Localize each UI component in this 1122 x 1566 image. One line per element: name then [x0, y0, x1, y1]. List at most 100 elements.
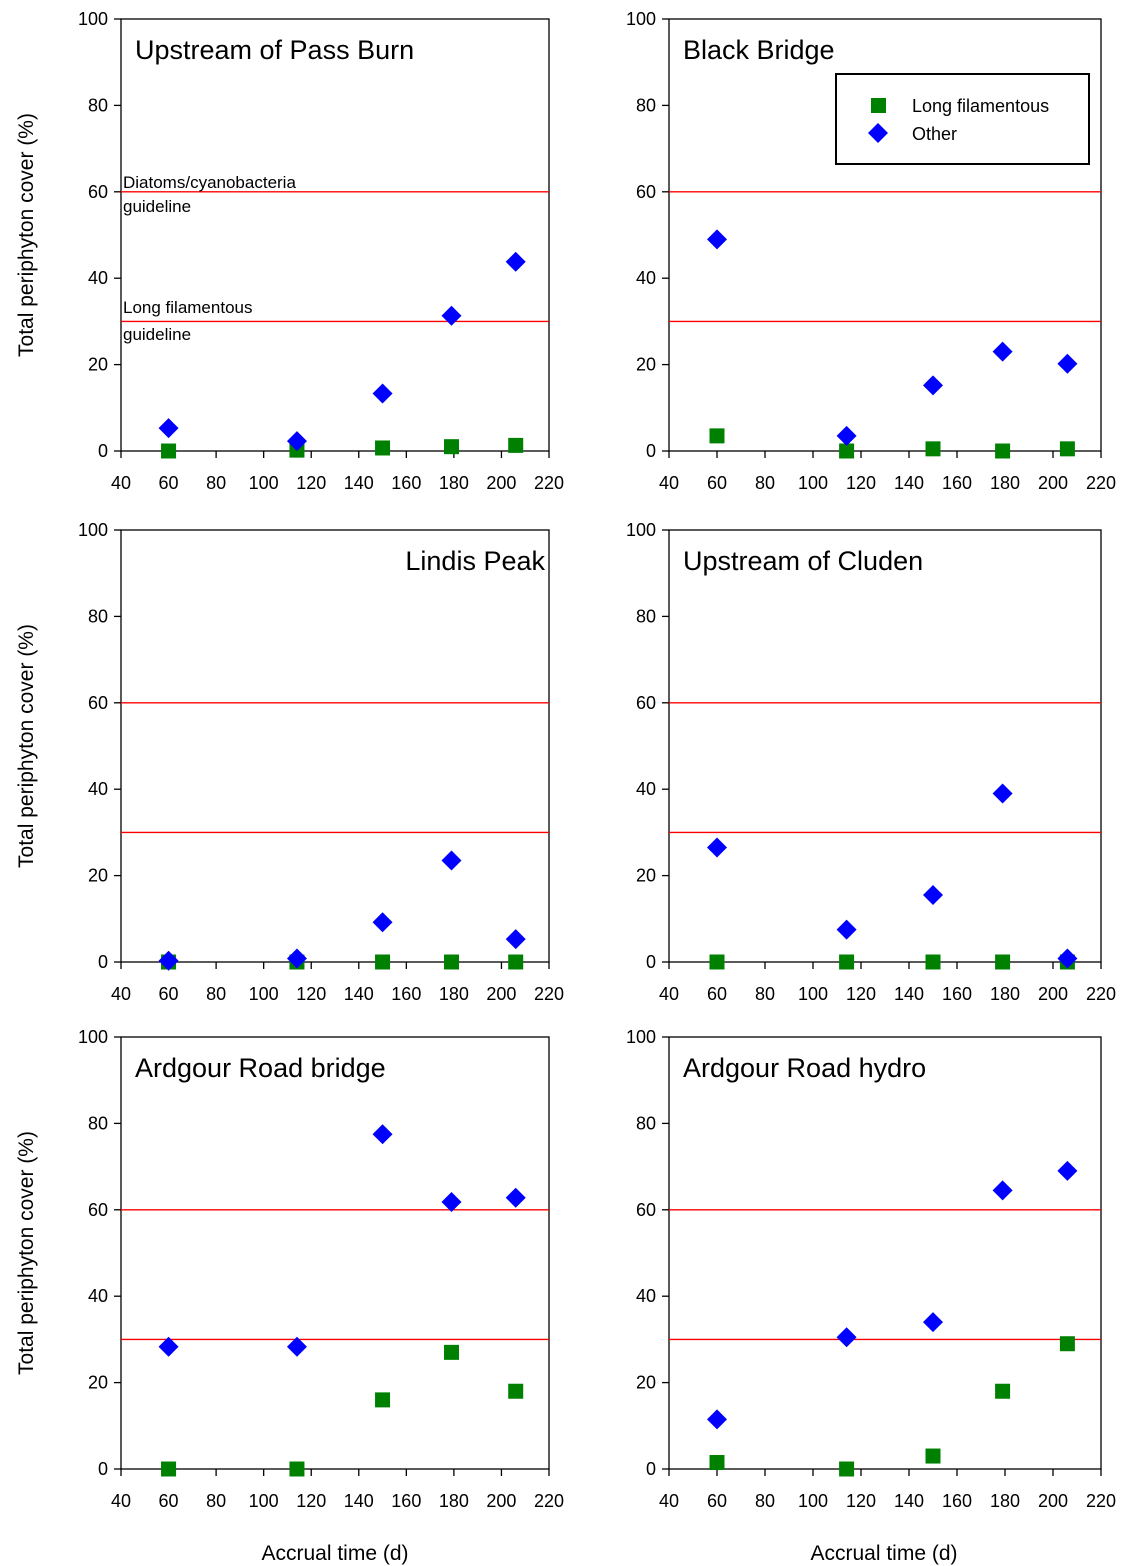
x-tick-label: 60	[159, 1491, 179, 1511]
y-tick-label: 60	[88, 693, 108, 713]
point-long-filamentous	[508, 1383, 524, 1399]
point-other	[1057, 1160, 1078, 1181]
y-tick-label: 0	[646, 441, 656, 461]
y-tick-label: 20	[88, 866, 108, 886]
point-long-filamentous	[508, 954, 524, 970]
panel-title: Ardgour Road hydro	[683, 1053, 926, 1083]
x-tick-label: 60	[159, 984, 179, 1004]
x-tick-label: 200	[1038, 984, 1068, 1004]
point-other	[1057, 948, 1078, 969]
y-tick-label: 80	[636, 1113, 656, 1133]
panel-title: Upstream of Cluden	[683, 546, 923, 576]
y-tick-label: 20	[88, 355, 108, 375]
x-tick-label: 80	[755, 1491, 775, 1511]
x-tick-label: 140	[344, 984, 374, 1004]
guideline-annotations: Diatoms/cyanobacteria guideline Long fil…	[123, 173, 296, 344]
x-tick-label: 100	[249, 473, 279, 493]
x-tick-label: 220	[534, 984, 564, 1004]
point-long-filamentous	[839, 443, 855, 459]
x-tick-label: 140	[344, 1491, 374, 1511]
x-tick-label: 100	[249, 1491, 279, 1511]
plot-frame	[668, 1036, 1102, 1470]
legend-box	[835, 73, 1090, 165]
y-axis-title-row3: Total periphyton cover (%)	[15, 1131, 38, 1375]
y-tick-label: 100	[78, 9, 108, 29]
x-tick-label: 80	[755, 984, 775, 1004]
y-tick-label: 20	[636, 866, 656, 886]
plot-frame	[668, 529, 1102, 963]
x-tick-label: 40	[659, 1491, 679, 1511]
guideline-label-diatoms-line2: guideline	[123, 197, 191, 216]
y-tick-label: 40	[636, 779, 656, 799]
x-tick-label: 140	[344, 473, 374, 493]
x-tick-label: 60	[159, 473, 179, 493]
panel-6: 0 20 40 60 80 100 40 60 80 100 120 140 160 180 200 220 A…	[626, 1027, 1116, 1511]
x-tick-label: 180	[439, 473, 469, 493]
x-tick-label: 160	[942, 984, 972, 1004]
point-other	[505, 251, 526, 272]
point-other	[372, 383, 393, 404]
point-other	[836, 919, 857, 940]
point-long-filamentous	[995, 443, 1011, 459]
point-long-filamentous	[995, 954, 1011, 970]
y-tick-label: 100	[78, 520, 108, 540]
point-other	[158, 1336, 179, 1357]
x-tick-label: 160	[391, 473, 421, 493]
y-tick-label: 0	[646, 1459, 656, 1479]
point-long-filamentous	[709, 428, 725, 444]
panel-title: Black Bridge	[683, 35, 835, 65]
y-tick-label: 40	[88, 779, 108, 799]
y-tick-label: 80	[636, 95, 656, 115]
x-tick-label: 80	[755, 473, 775, 493]
y-tick-label: 80	[636, 606, 656, 626]
point-other	[923, 885, 943, 906]
point-other	[286, 431, 307, 452]
guideline-label-long-filamentous-line1: Long filamentous	[123, 298, 252, 317]
y-tick-label: 100	[626, 9, 656, 29]
point-long-filamentous	[925, 954, 941, 970]
panel-2: 0 20 40 60 80 100 40 60 80 100 120 140 160 180 200 220 B…	[626, 9, 1116, 493]
x-tick-label: 80	[206, 473, 226, 493]
y-tick-label: 60	[636, 693, 656, 713]
panel-title: Upstream of Pass Burn	[135, 35, 414, 65]
plot-frame	[120, 18, 550, 452]
x-tick-label: 200	[486, 473, 516, 493]
point-long-filamentous	[508, 437, 524, 453]
point-other	[992, 1180, 1013, 1201]
point-long-filamentous	[709, 954, 725, 970]
point-long-filamentous	[375, 440, 391, 456]
x-tick-label: 180	[990, 1491, 1020, 1511]
point-other	[992, 783, 1013, 804]
plot-frame	[668, 18, 1102, 452]
x-tick-label: 120	[296, 1491, 326, 1511]
x-tick-label: 180	[439, 1491, 469, 1511]
x-tick-label: 160	[391, 1491, 421, 1511]
point-long-filamentous	[289, 1461, 305, 1477]
x-tick-label: 160	[942, 473, 972, 493]
panel-5: 0 20 40 60 80 100 40 60 80 100 120 140 160 180 200 220 A…	[78, 1027, 564, 1511]
y-tick-label: 60	[636, 1200, 656, 1220]
point-other	[441, 1192, 462, 1213]
y-tick-label: 100	[626, 1027, 656, 1047]
x-tick-label: 100	[249, 984, 279, 1004]
plot-frame	[120, 529, 550, 963]
x-tick-label: 220	[534, 473, 564, 493]
y-tick-label: 20	[88, 1373, 108, 1393]
guideline-label-diatoms-line1: Diatoms/cyanobacteria	[123, 173, 296, 192]
x-tick-label: 200	[486, 1491, 516, 1511]
x-tick-label: 180	[990, 473, 1020, 493]
plot-frame	[120, 1036, 550, 1470]
y-tick-label: 60	[636, 182, 656, 202]
x-tick-label: 180	[990, 984, 1020, 1004]
legend: Long filamentous Other	[835, 73, 1090, 165]
x-tick-label: 220	[1086, 984, 1116, 1004]
point-other	[505, 929, 526, 950]
point-other	[505, 1187, 526, 1208]
x-tick-label: 120	[846, 473, 876, 493]
x-tick-label: 100	[798, 1491, 828, 1511]
point-other	[158, 950, 179, 971]
x-tick-label: 60	[707, 984, 727, 1004]
legend-label-other: Other	[912, 124, 957, 144]
